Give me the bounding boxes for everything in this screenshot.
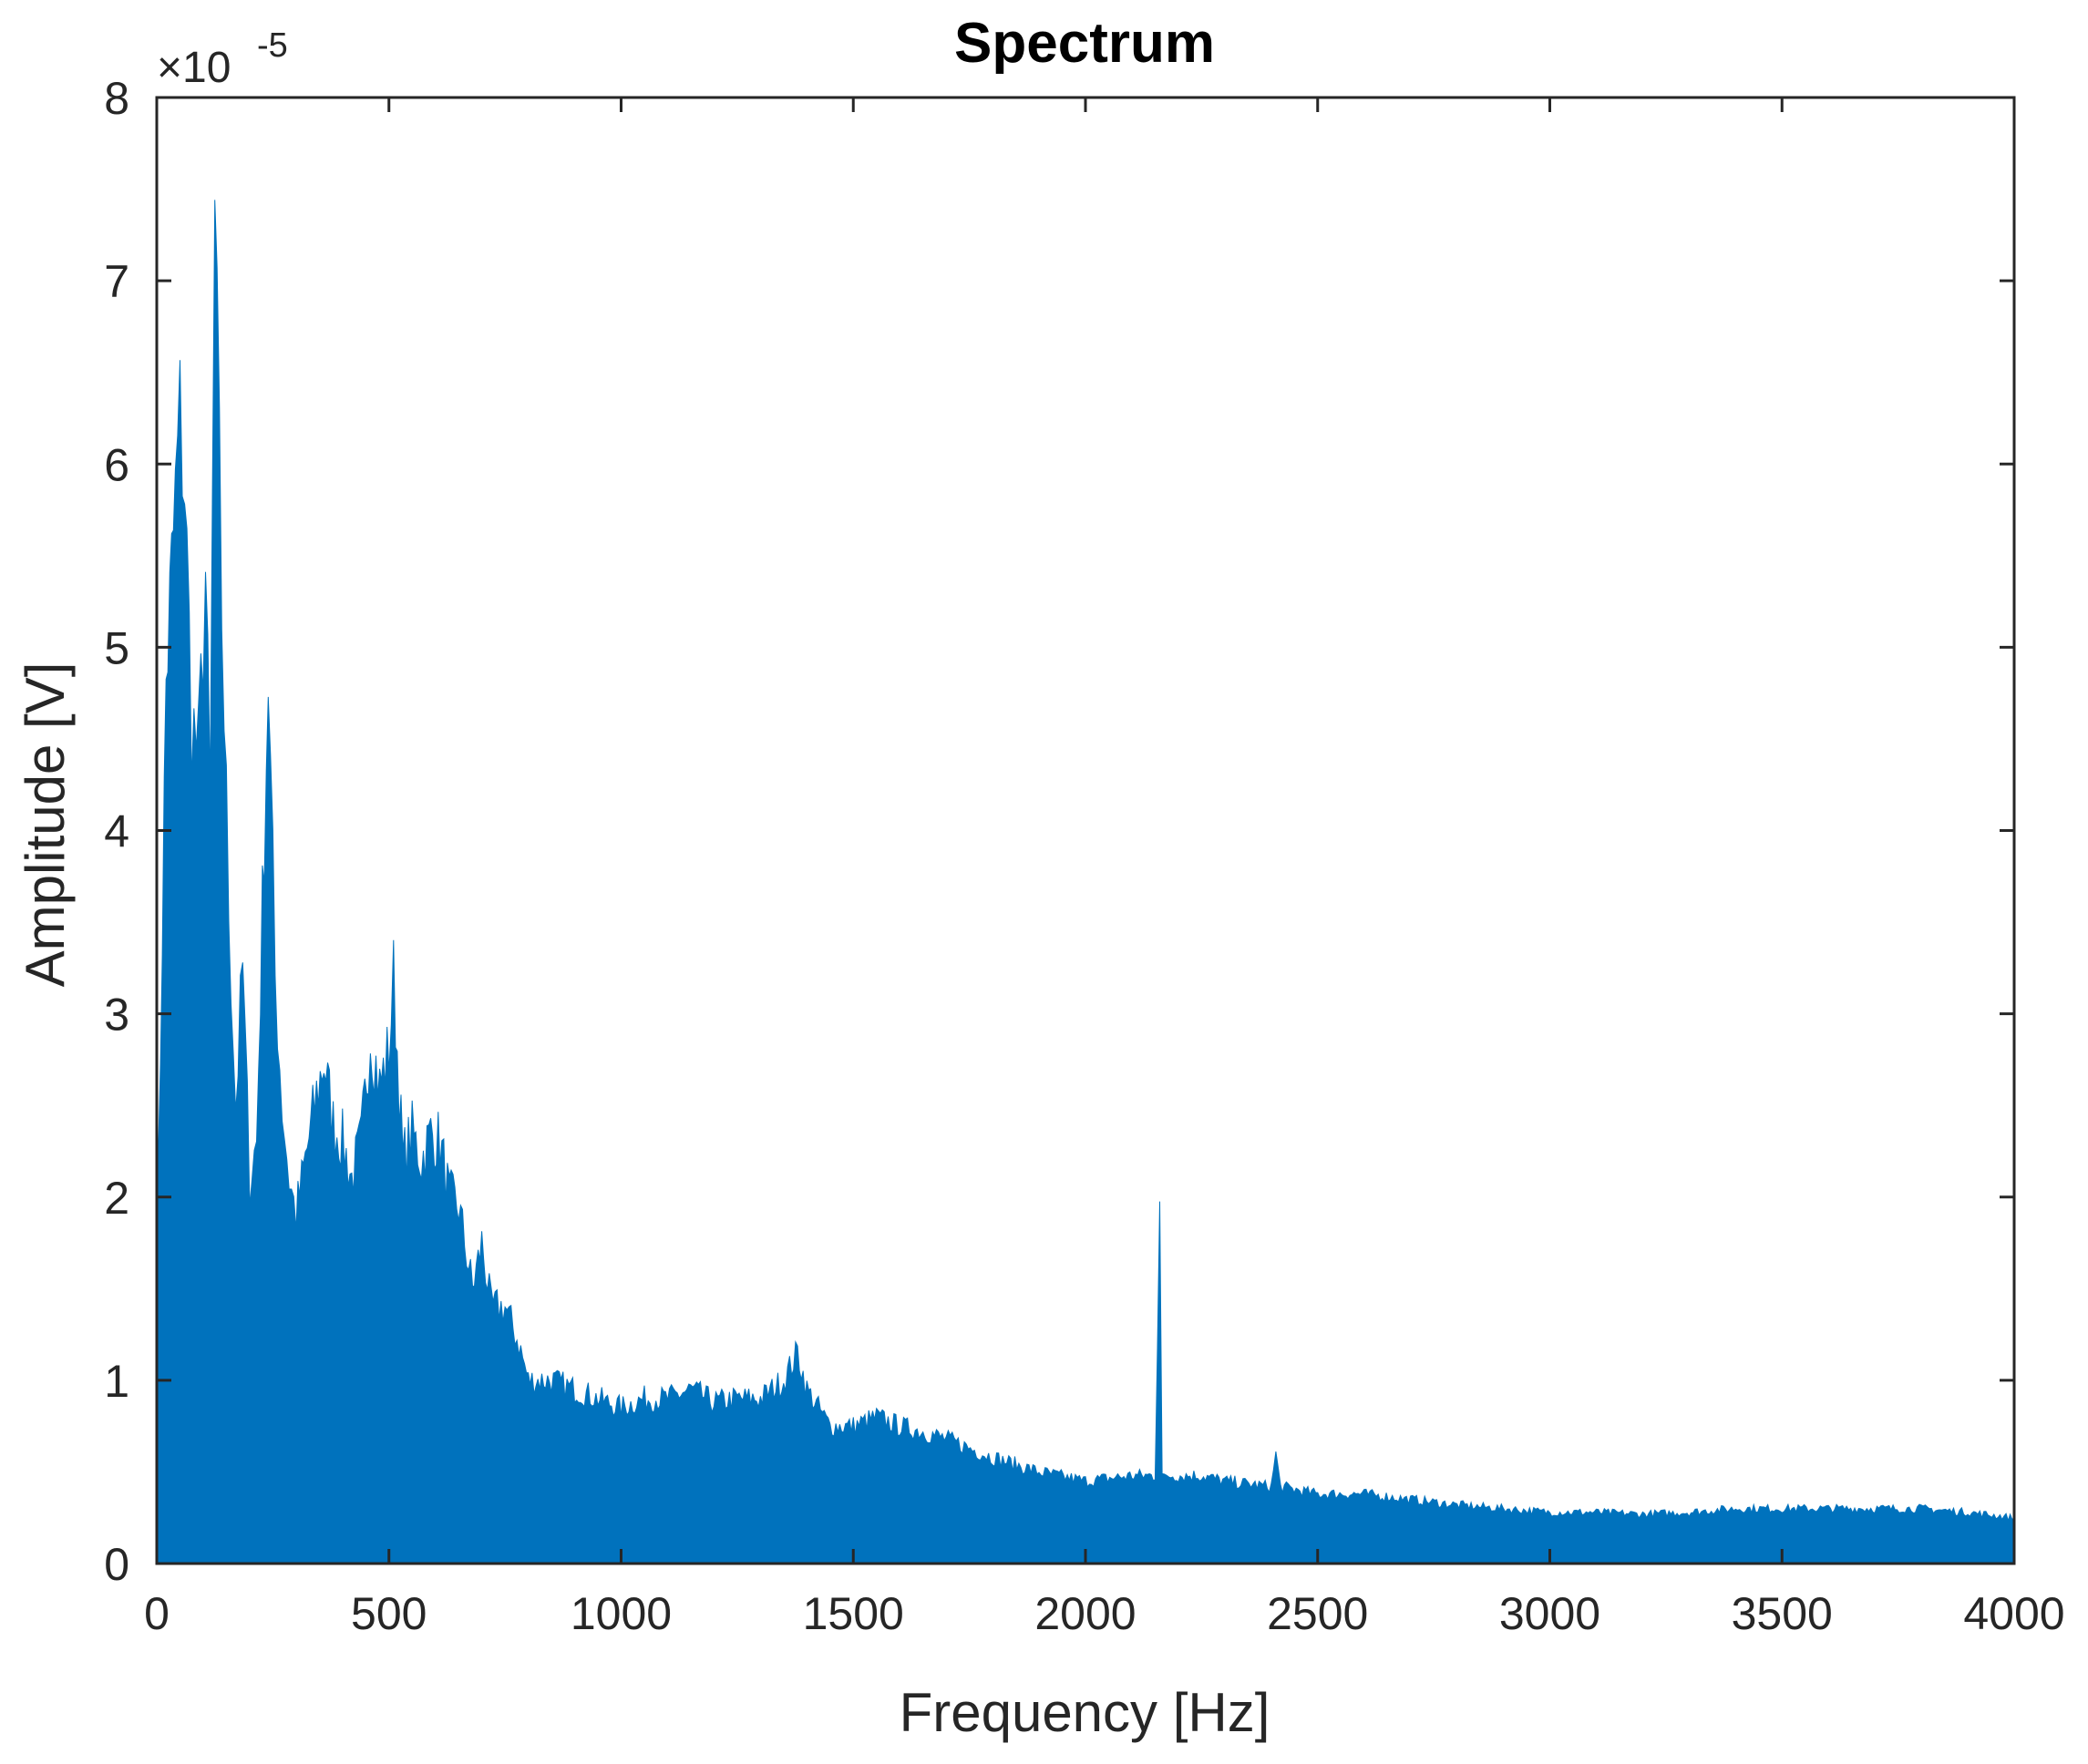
y-tick-label: 1 — [104, 1356, 129, 1407]
y-exponent-power: -5 — [257, 26, 288, 65]
chart-title: Spectrum — [954, 12, 1215, 75]
y-tick-label: 8 — [104, 73, 129, 124]
x-tick-label: 1000 — [571, 1588, 672, 1639]
y-tick-label: 7 — [104, 256, 129, 307]
x-tick-label: 500 — [351, 1588, 427, 1639]
x-tick-label: 1500 — [803, 1588, 904, 1639]
x-tick-label: 2000 — [1034, 1588, 1136, 1639]
y-exponent: ×10 -5 — [157, 26, 288, 92]
x-tick-label: 0 — [144, 1588, 170, 1639]
y-tick-label: 5 — [104, 622, 129, 673]
y-axis-title: Amplitude [V] — [15, 662, 76, 988]
x-axis-title: Frequency [Hz] — [900, 1682, 1270, 1743]
y-tick-label: 3 — [104, 990, 129, 1041]
y-axis-ticks: 0 1 2 3 4 5 6 7 8 — [104, 73, 2014, 1590]
y-tick-label: 2 — [104, 1173, 129, 1224]
x-tick-label: 3000 — [1499, 1588, 1600, 1639]
x-axis-ticks: 0 500 1000 1500 2000 2500 3000 3500 4000 — [144, 97, 2065, 1639]
x-tick-label: 2500 — [1267, 1588, 1368, 1639]
x-tick-label: 4000 — [1963, 1588, 2064, 1639]
x-tick-label: 3500 — [1732, 1588, 1833, 1639]
plot-area — [155, 96, 2016, 1565]
y-exponent-base: ×10 — [157, 44, 231, 92]
spectrum-area — [156, 200, 2015, 1564]
y-tick-label: 4 — [104, 806, 129, 857]
y-tick-label: 0 — [104, 1539, 129, 1590]
y-tick-label: 6 — [104, 439, 129, 490]
